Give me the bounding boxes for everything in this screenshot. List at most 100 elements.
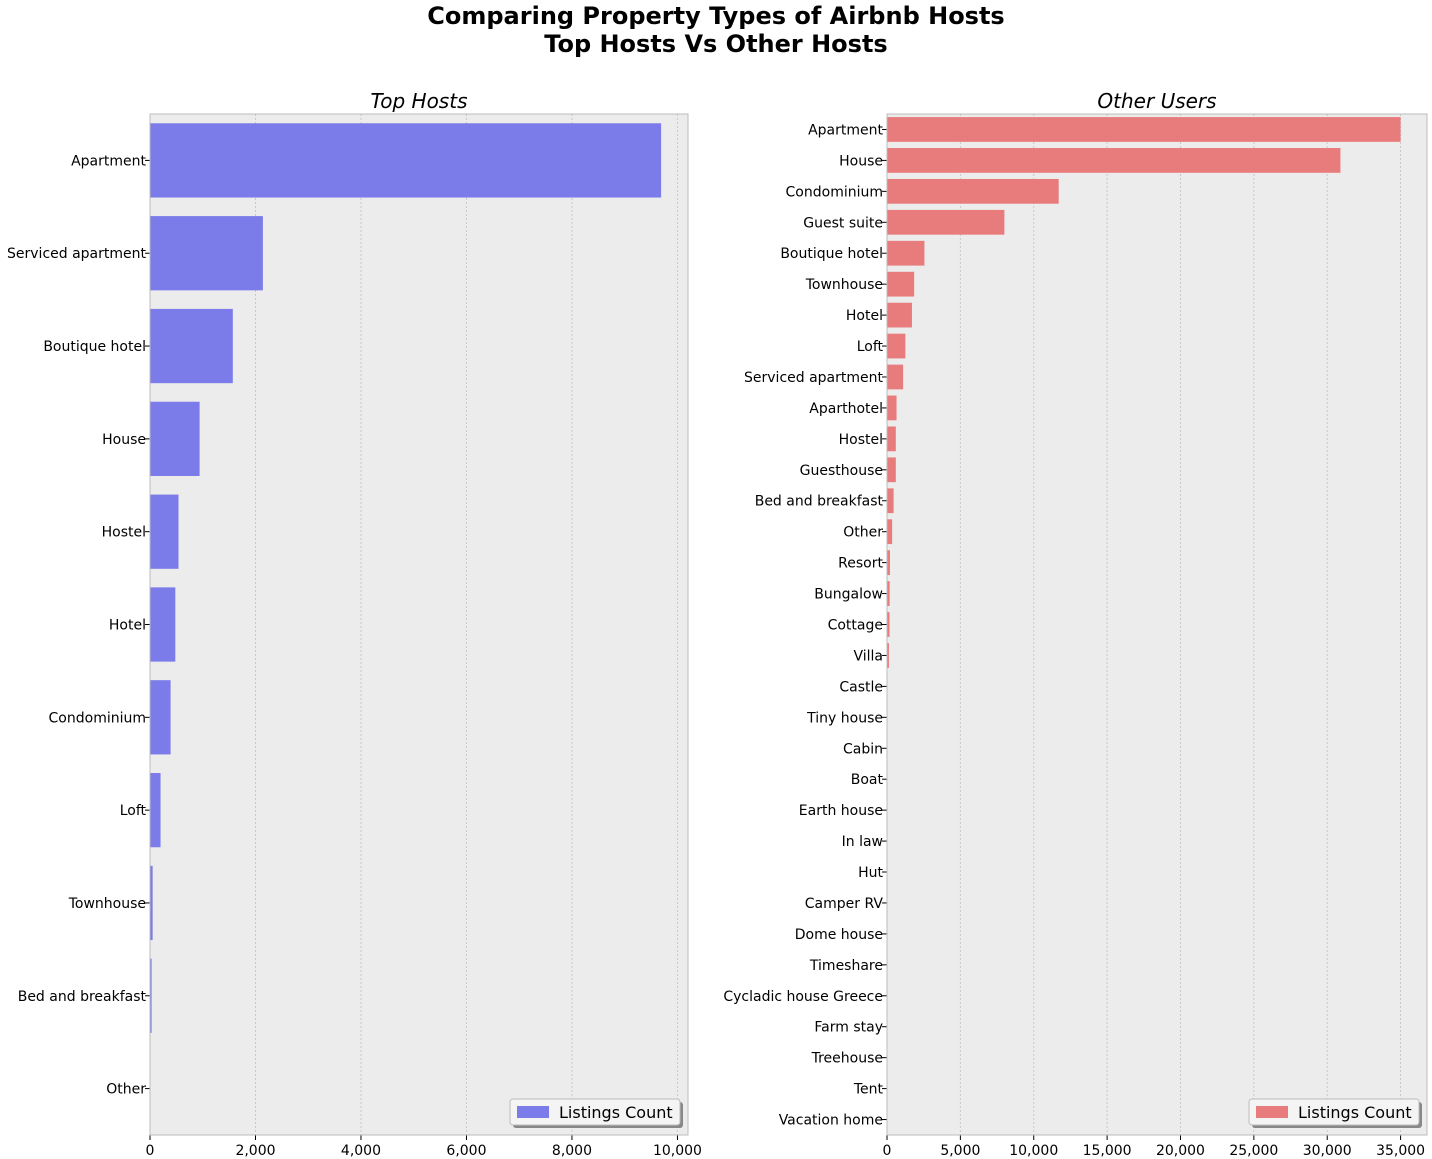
y-tick-label: Hotel bbox=[846, 308, 883, 324]
legend: Listings Count bbox=[1248, 1098, 1422, 1128]
legend-swatch bbox=[1256, 1106, 1288, 1118]
bar-bed-and-breakfast bbox=[150, 958, 152, 1033]
figure-title-line-2: Top Hosts Vs Other Hosts bbox=[544, 30, 888, 58]
x-tick-label: 6,000 bbox=[446, 1143, 486, 1159]
figure-title: Comparing Property Types of Airbnb Hosts… bbox=[0, 2, 1432, 58]
bar-house bbox=[887, 148, 1341, 173]
legend-swatch bbox=[517, 1106, 549, 1118]
bar-apartment bbox=[887, 117, 1401, 142]
bar-serviced-apartment bbox=[887, 364, 904, 390]
bar-loft bbox=[887, 333, 906, 359]
y-tick-label: Loft bbox=[857, 339, 884, 355]
y-tick-label: Tent bbox=[853, 1082, 884, 1098]
y-tick-label: Condominium bbox=[49, 710, 146, 726]
y-tick-label: Aparthotel bbox=[809, 401, 883, 417]
y-tick-label: Camper RV bbox=[805, 896, 884, 912]
plot-frame bbox=[886, 113, 1428, 1136]
y-tick-label: Hut bbox=[858, 865, 883, 881]
y-tick-label: In law bbox=[842, 834, 883, 850]
bar-cottage bbox=[887, 612, 890, 637]
y-tick-label: Bed and breakfast bbox=[755, 494, 884, 510]
bar-hotel bbox=[150, 587, 176, 662]
subplot-title: Other Users bbox=[1097, 89, 1216, 113]
y-tick-label: Castle bbox=[839, 679, 883, 695]
y-tick-label: Tiny house bbox=[806, 710, 883, 726]
y-tick-label: Villa bbox=[853, 648, 883, 664]
x-tick-label: 8,000 bbox=[552, 1143, 592, 1159]
figure-title-line-1: Comparing Property Types of Airbnb Hosts bbox=[427, 2, 1005, 30]
bar-bungalow bbox=[887, 581, 890, 606]
y-tick-label: Hotel bbox=[109, 618, 146, 634]
subplot-1: 0 2,000 4,000 6,000 8,000 10,000 Apartment Serv… bbox=[7, 89, 702, 1159]
y-tick-label: Apartment bbox=[71, 153, 146, 169]
y-tick-label: Loft bbox=[120, 803, 147, 819]
bar-guest-suite bbox=[887, 209, 1005, 235]
bar-townhouse bbox=[887, 271, 915, 297]
x-tick-label: 20,000 bbox=[1156, 1143, 1205, 1159]
legend: Listings Count bbox=[509, 1098, 683, 1128]
legend-label: Listings Count bbox=[1298, 1103, 1412, 1122]
x-tick-label: 5,000 bbox=[940, 1143, 980, 1159]
y-tick-label: House bbox=[102, 432, 146, 448]
bar-boutique-hotel bbox=[150, 308, 233, 384]
x-tick-label: 10,000 bbox=[1009, 1143, 1058, 1159]
x-tick-label: 4,000 bbox=[341, 1143, 381, 1159]
x-tick-label: 0 bbox=[146, 1143, 155, 1159]
y-tick-label: Bed and breakfast bbox=[18, 989, 147, 1005]
y-tick-label: Hostel bbox=[102, 525, 146, 541]
x-tick-label: 35,000 bbox=[1376, 1143, 1425, 1159]
y-tick-label: Boutique hotel bbox=[43, 339, 146, 355]
y-tick-label: Vacation home bbox=[779, 1113, 883, 1129]
bar-townhouse bbox=[150, 865, 153, 941]
y-tick-label: Townhouse bbox=[805, 277, 883, 293]
y-tick-label: Dome house bbox=[795, 927, 883, 943]
x-tick-label: 2,000 bbox=[235, 1143, 275, 1159]
y-tick-label: Boat bbox=[851, 772, 884, 788]
x-tick-label: 25,000 bbox=[1229, 1143, 1278, 1159]
bar-boutique-hotel bbox=[887, 240, 925, 266]
bar-hotel bbox=[887, 302, 912, 328]
y-tick-label: Guesthouse bbox=[800, 463, 883, 479]
y-tick-label: Other bbox=[843, 525, 883, 541]
y-tick-label: Serviced apartment bbox=[744, 370, 883, 386]
bar-villa bbox=[887, 643, 889, 668]
y-tick-label: Other bbox=[106, 1082, 146, 1098]
bar-apartment bbox=[150, 123, 662, 198]
plot-frame bbox=[149, 113, 689, 1136]
y-tick-label: Earth house bbox=[799, 803, 883, 819]
x-tick-label: 15,000 bbox=[1083, 1143, 1132, 1159]
bar-aparthotel bbox=[887, 395, 897, 421]
bar-bed-and-breakfast bbox=[887, 488, 894, 514]
y-tick-label: Cabin bbox=[843, 741, 883, 757]
legend-label: Listings Count bbox=[559, 1103, 673, 1122]
x-tick-label: 30,000 bbox=[1303, 1143, 1352, 1159]
bar-hostel bbox=[150, 494, 179, 569]
bar-hostel bbox=[887, 426, 896, 452]
subplot-2: 0 5,000 10,000 15,000 20,000 25,000 30,000 35,0… bbox=[723, 89, 1428, 1159]
y-tick-label: Townhouse bbox=[68, 896, 146, 912]
bar-house bbox=[150, 401, 200, 476]
bar-serviced-apartment bbox=[150, 216, 263, 291]
y-tick-label: Guest suite bbox=[803, 215, 883, 231]
subplot-title: Top Hosts bbox=[371, 89, 468, 113]
bar-loft bbox=[150, 773, 161, 848]
x-tick-label: 10,000 bbox=[653, 1143, 702, 1159]
y-tick-label: Treehouse bbox=[811, 1051, 883, 1067]
y-tick-label: Bungalow bbox=[814, 587, 883, 603]
y-tick-label: Resort bbox=[838, 556, 883, 572]
y-tick-label: Cycladic house Greece bbox=[723, 989, 883, 1005]
x-tick-label: 0 bbox=[883, 1143, 892, 1159]
y-tick-label: Boutique hotel bbox=[780, 246, 883, 262]
y-tick-label: Cottage bbox=[828, 618, 883, 634]
legend-box bbox=[509, 1098, 681, 1126]
bar-resort bbox=[887, 550, 890, 575]
bar-guesthouse bbox=[887, 457, 896, 483]
bar-condominium bbox=[887, 178, 1059, 204]
y-tick-label: Serviced apartment bbox=[7, 246, 146, 262]
y-tick-label: Condominium bbox=[786, 184, 883, 200]
y-tick-label: Apartment bbox=[808, 122, 883, 138]
y-tick-label: Farm stay bbox=[814, 1020, 883, 1036]
bar-other bbox=[887, 519, 893, 545]
bar-condominium bbox=[150, 680, 171, 755]
y-tick-label: Hostel bbox=[839, 432, 883, 448]
